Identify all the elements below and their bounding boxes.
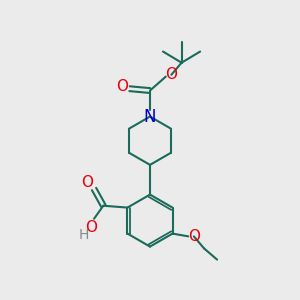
Text: H: H [79,229,89,242]
Text: N: N [144,108,156,126]
Text: O: O [82,175,94,190]
Text: O: O [116,79,128,94]
Text: O: O [188,229,200,244]
Text: O: O [165,67,177,82]
Text: O: O [85,220,97,235]
